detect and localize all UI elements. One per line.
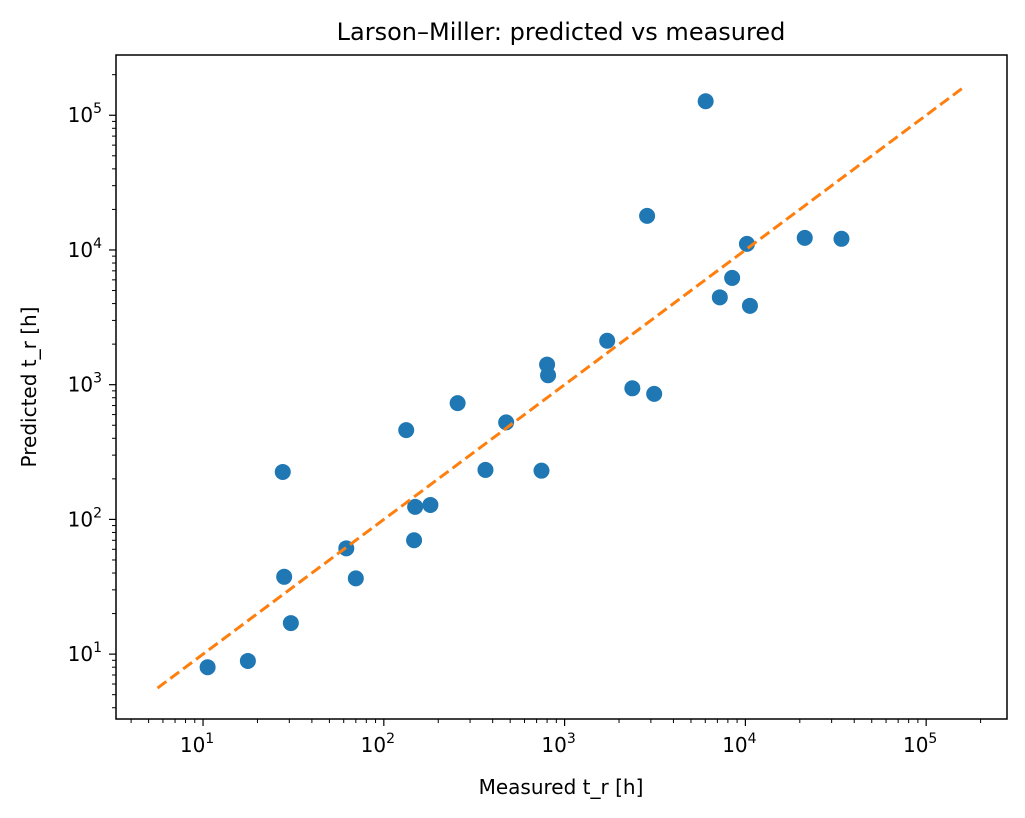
data-point <box>624 380 641 397</box>
x-tick-label-base: 10 <box>722 733 747 757</box>
y-tick-label-base: 10 <box>68 507 93 531</box>
x-tick-label-exponent: 2 <box>386 731 395 747</box>
x-tick-label-base: 10 <box>541 733 566 757</box>
data-point <box>697 93 714 110</box>
x-tick-label: 103 <box>541 731 575 757</box>
y-tick-label: 105 <box>68 101 102 127</box>
x-tick-label-exponent: 1 <box>205 731 214 747</box>
x-tick-label: 102 <box>361 731 395 757</box>
x-tick-label-exponent: 4 <box>748 731 757 747</box>
y-tick-label-exponent: 4 <box>93 236 102 252</box>
y-tick-label: 103 <box>68 371 102 397</box>
data-point <box>639 207 656 224</box>
data-point <box>646 385 663 402</box>
data-point <box>422 496 439 513</box>
data-point <box>239 652 256 669</box>
data-point <box>398 422 415 439</box>
data-point <box>407 498 424 515</box>
y-tick-label-exponent: 2 <box>93 505 102 521</box>
data-point <box>274 463 291 480</box>
x-tick-label-base: 10 <box>361 733 386 757</box>
x-tick-label-exponent: 3 <box>567 731 576 747</box>
x-tick-label-base: 10 <box>903 733 928 757</box>
data-point <box>741 297 758 314</box>
data-point <box>406 532 423 549</box>
x-axis-label: Measured t_r [h] <box>479 775 644 799</box>
y-axis-label: Predicted t_r [h] <box>17 307 41 468</box>
y-tick-label-base: 10 <box>68 103 93 127</box>
y-tick-label: 102 <box>68 505 102 531</box>
data-point <box>276 568 293 585</box>
x-tick-label-exponent: 5 <box>928 731 937 747</box>
y-tick-label: 104 <box>68 236 102 262</box>
y-tick-label-base: 10 <box>68 373 93 397</box>
data-point <box>199 659 216 676</box>
plot-frame <box>115 54 1008 720</box>
data-point <box>796 229 813 246</box>
y-tick-label-base: 10 <box>68 642 93 666</box>
x-tick-label: 104 <box>722 731 756 757</box>
data-point <box>449 395 466 412</box>
data-point <box>347 570 364 587</box>
data-point <box>477 461 494 478</box>
y-tick-label-exponent: 1 <box>93 640 102 656</box>
data-point <box>833 230 850 247</box>
data-point <box>282 615 299 632</box>
y-tick-label-exponent: 3 <box>93 371 102 387</box>
y-tick-label: 101 <box>68 640 102 666</box>
chart-title: Larson–Miller: predicted vs measured <box>337 18 786 46</box>
x-tick-label: 105 <box>903 731 937 757</box>
x-tick-label-base: 10 <box>180 733 205 757</box>
reference-line <box>156 86 964 690</box>
x-tick-label: 101 <box>180 731 214 757</box>
data-point <box>738 235 755 252</box>
data-point <box>724 269 741 286</box>
data-point <box>533 462 550 479</box>
y-tick-label-exponent: 5 <box>93 101 102 117</box>
data-layer <box>156 86 964 690</box>
data-point <box>711 289 728 306</box>
y-tick-label-base: 10 <box>68 238 93 262</box>
data-point <box>540 367 557 384</box>
data-point <box>599 332 616 349</box>
